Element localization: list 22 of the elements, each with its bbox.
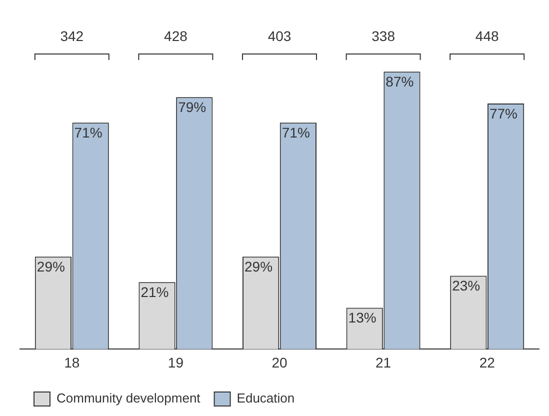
data-label: 29% xyxy=(36,258,65,275)
data-label: 71% xyxy=(74,124,102,140)
text: 338 xyxy=(372,28,396,44)
data-label: 87% xyxy=(386,73,414,90)
x-tick-label: 22 xyxy=(479,354,496,370)
data-label: 13% xyxy=(348,310,376,326)
text: 448 xyxy=(475,28,499,44)
text: 403 xyxy=(268,28,292,44)
text: 428 xyxy=(164,28,188,44)
data-label: 77% xyxy=(489,105,518,122)
legend-label: Community development xyxy=(56,390,201,406)
x-tick-label: 19 xyxy=(168,354,184,370)
legend-label: Education xyxy=(236,390,295,406)
x-tick-label: 20 xyxy=(272,354,288,370)
text: 342 xyxy=(60,28,84,44)
x-tick-label: 18 xyxy=(64,354,80,370)
data-label: 79% xyxy=(178,98,206,115)
x-tick-label: 21 xyxy=(376,354,392,370)
data-label: 29% xyxy=(244,258,273,275)
data-label: 21% xyxy=(140,284,169,300)
data-label: 71% xyxy=(282,124,310,140)
data-label: 23% xyxy=(452,278,480,294)
